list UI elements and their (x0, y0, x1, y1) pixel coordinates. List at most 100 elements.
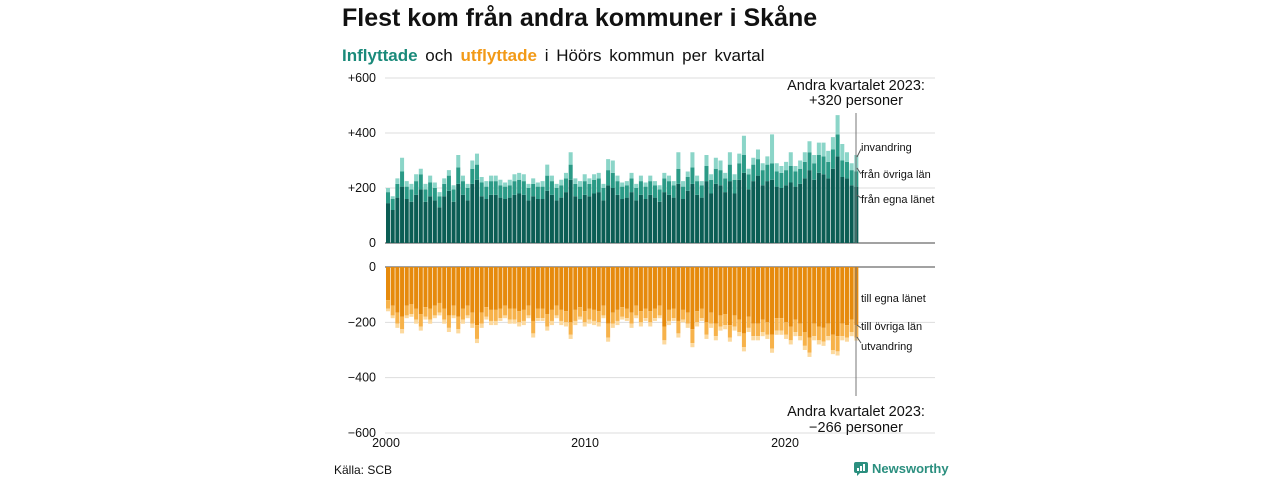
bar-in-segment (732, 193, 737, 243)
bar-out-segment (770, 334, 775, 349)
bar-out-segment (624, 318, 629, 321)
bar-out-segment (386, 267, 391, 301)
bar-out-segment (798, 323, 803, 337)
bar-in-segment (779, 172, 784, 188)
bar-out-segment (535, 267, 540, 309)
bar-out-segment (503, 305, 508, 316)
bar-in-segment (545, 164, 550, 176)
bar-out-segment (493, 309, 498, 321)
bar-out-segment (456, 329, 461, 334)
bar-out-segment (774, 330, 779, 335)
bar-in-segment (793, 171, 798, 187)
bar-out-segment (788, 267, 793, 327)
bar-in-segment (503, 186, 508, 199)
bar-in-segment (498, 197, 503, 243)
bar-out-segment (713, 336, 718, 341)
bar-out-segment (718, 326, 723, 331)
bar-out-segment (423, 267, 428, 308)
bar-out-segment (549, 309, 554, 321)
bar-in-segment (629, 172, 634, 179)
bar-out-segment (699, 318, 704, 321)
subtitle-in-word: Inflyttade (342, 46, 418, 65)
bar-out-segment (746, 316, 751, 328)
bar-out-segment (629, 267, 634, 313)
bar-out-segment (446, 315, 451, 328)
bar-in-segment (671, 185, 676, 198)
bar-in-segment (788, 166, 793, 183)
bar-out-segment (784, 334, 789, 339)
bar-in-segment (648, 175, 653, 182)
bar-in-segment (727, 164, 732, 182)
bar-in-segment (765, 181, 770, 243)
bar-in-segment (404, 186, 409, 199)
bar-in-segment (784, 170, 789, 186)
bar-in-segment (432, 182, 437, 188)
bar-in-segment (601, 200, 606, 243)
bar-in-segment (456, 155, 461, 168)
bar-in-segment (695, 175, 700, 182)
bar-out-segment (456, 316, 461, 330)
bar-in-segment (390, 210, 395, 243)
bar-out-segment (741, 267, 746, 334)
bar-in-segment (615, 194, 620, 243)
bar-in-segment (615, 181, 620, 195)
bar-in-segment (774, 163, 779, 172)
bar-in-segment (428, 182, 433, 197)
bar-out-segment (414, 267, 419, 309)
bar-in-segment (709, 193, 714, 243)
bar-out-segment (709, 323, 714, 328)
bar-in-segment (709, 179, 714, 194)
bar-out-segment (676, 267, 681, 321)
bar-in-segment (578, 186, 583, 199)
xtick-label: 2020 (771, 436, 799, 450)
bar-in-segment (774, 171, 779, 187)
bottom-ytick-label: −600 (348, 426, 376, 440)
bar-out-segment (666, 309, 672, 321)
bar-in-segment (442, 178, 447, 184)
bar-out-segment (704, 334, 709, 339)
source-note: Källa: SCB (334, 463, 393, 477)
bar-in-segment (788, 152, 793, 166)
subtitle-and-word: och (425, 46, 453, 65)
bar-in-segment (386, 192, 391, 204)
bar-in-segment (812, 155, 817, 164)
bar-out-segment (526, 305, 531, 316)
bar-out-segment (779, 330, 784, 335)
bar-out-segment (545, 326, 550, 331)
bar-in-segment (648, 194, 653, 243)
bar-out-segment (428, 319, 433, 324)
bar-out-segment (610, 267, 615, 313)
bar-out-segment (512, 267, 517, 309)
bar-out-segment (559, 320, 564, 326)
bar-out-segment (826, 267, 831, 324)
bar-in-segment (474, 153, 480, 165)
bar-in-segment (400, 171, 405, 187)
bar-out-segment (479, 312, 484, 324)
bar-in-segment (587, 183, 592, 197)
bar-out-segment (442, 267, 447, 309)
bar-out-segment (606, 267, 611, 324)
bar-out-segment (840, 336, 845, 341)
bar-out-segment (428, 267, 433, 309)
bar-out-segment (732, 267, 737, 316)
bar-out-segment (400, 329, 405, 334)
bar-in-segment (573, 196, 578, 243)
bar-in-segment (563, 172, 568, 179)
bar-in-segment (437, 196, 442, 208)
bar-in-segment (784, 185, 789, 243)
bar-in-segment (390, 196, 395, 199)
bar-in-segment (666, 194, 672, 243)
bar-in-segment (666, 175, 672, 182)
bar-out-segment (404, 267, 409, 306)
chart-subtitle: Inflyttade och utflyttade i Höörs kommun… (342, 46, 765, 66)
bar-out-segment (746, 267, 751, 317)
bar-out-segment (821, 341, 826, 346)
bar-out-segment (563, 267, 568, 312)
bar-in-segment (568, 164, 573, 180)
bar-in-segment (770, 134, 775, 164)
bar-in-segment (409, 189, 414, 202)
bar-in-segment (493, 181, 498, 195)
bar-in-segment (807, 170, 812, 243)
bar-in-segment (723, 192, 728, 243)
